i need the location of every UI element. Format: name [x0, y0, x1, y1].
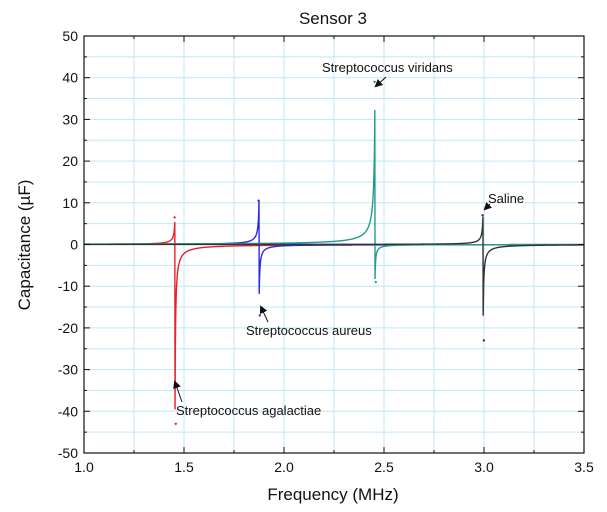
- annotation-label: Streptococcus viridans: [322, 60, 453, 75]
- x-tick-label: 1.0: [74, 459, 94, 475]
- y-tick-label: -50: [58, 445, 78, 461]
- annotation-label: Saline: [488, 191, 524, 206]
- x-tick-label: 2.0: [274, 459, 294, 475]
- annotation-arrow: [259, 305, 269, 323]
- annotation-label: Streptococcus agalactiae: [176, 403, 321, 418]
- x-tick-label: 3.5: [574, 459, 594, 475]
- y-tick-label: 30: [62, 111, 78, 127]
- y-axis-label: Capacitance (µF): [15, 180, 34, 311]
- series-peak-point-3: [373, 80, 376, 84]
- y-tick-label: 10: [62, 195, 78, 211]
- annotation-arrow: [173, 380, 183, 403]
- annotations-group: Streptococcus agalactiae Streptococcus au…: [173, 60, 524, 418]
- y-tick-label: 40: [62, 70, 78, 86]
- y-tick-label: -20: [58, 320, 78, 336]
- y-tick-label: -10: [58, 278, 78, 294]
- x-tick-label: 3.0: [474, 459, 494, 475]
- y-tick-label: 0: [70, 237, 78, 253]
- x-axis-label: Frequency (MHz): [267, 485, 398, 504]
- x-tick-label: 2.5: [374, 459, 394, 475]
- series-trough-point-4: [482, 339, 485, 342]
- series-line-4: [84, 216, 584, 316]
- series-trough-point-3: [374, 280, 377, 284]
- y-tick-label: -30: [58, 362, 78, 378]
- series-peak-point-2: [257, 199, 260, 202]
- series-peak-point-1: [173, 216, 176, 219]
- series-trough-point-2: [258, 314, 261, 317]
- chart-title: Sensor 3: [299, 9, 367, 28]
- series-group: [84, 80, 584, 426]
- y-tick-label: 20: [62, 153, 78, 169]
- y-tick-label: 50: [62, 28, 78, 44]
- y-tick-label: -40: [58, 403, 78, 419]
- grid: [84, 36, 584, 453]
- series-trough-point-1: [174, 422, 177, 426]
- annotation-arrow: [483, 201, 493, 211]
- x-tick-label: 1.5: [174, 459, 194, 475]
- annotation-label: Streptococcus aureus: [246, 323, 372, 338]
- annotation-arrow: [374, 76, 387, 88]
- series-peak-point-4: [481, 214, 484, 217]
- ticks-group: 1.0 1.5 2.0 2.5 3.0 3.5 50 40 30 20 10 0 -10 -20 -30 -4…: [58, 28, 594, 475]
